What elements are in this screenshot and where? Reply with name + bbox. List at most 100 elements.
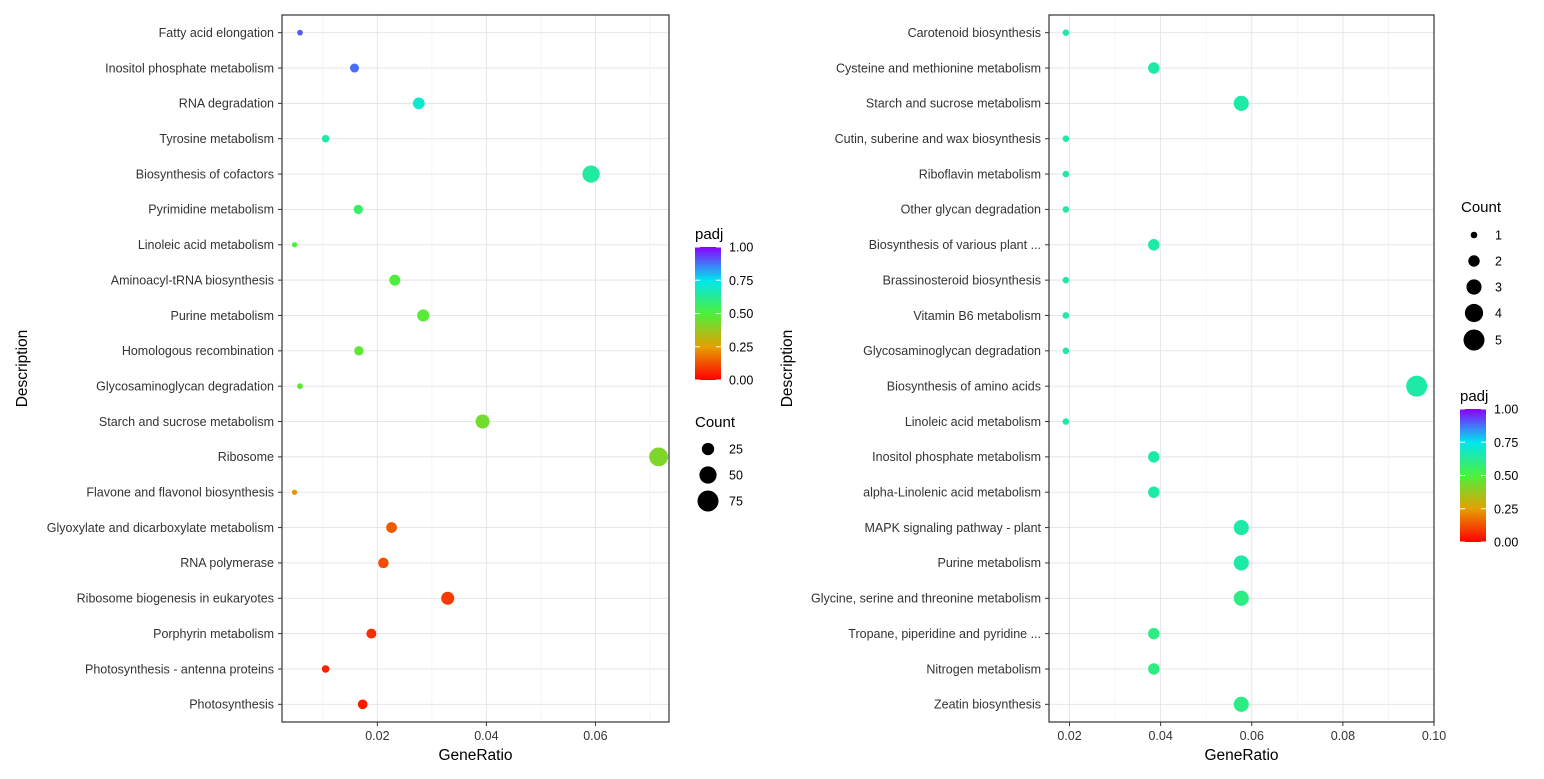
- colorbar-label: 1.00: [729, 241, 753, 255]
- size-legend-label: 50: [729, 469, 743, 483]
- data-point: [1062, 276, 1070, 284]
- data-point: [1062, 135, 1070, 143]
- y-tick-label: Biosynthesis of amino acids: [887, 379, 1041, 393]
- x-tick-label: 0.04: [1148, 729, 1172, 743]
- data-point: [475, 414, 490, 429]
- data-point: [297, 29, 303, 36]
- y-tick-label: Vitamin B6 metabolism: [913, 309, 1041, 323]
- x-tick-label: 0.08: [1331, 729, 1355, 743]
- y-tick-label: Inositol phosphate metabolism: [105, 61, 274, 75]
- x-tick-label: 0.04: [474, 729, 498, 743]
- y-tick-label: Starch and sucrose metabolism: [99, 415, 274, 429]
- y-tick-label: Fatty acid elongation: [159, 26, 274, 40]
- y-tick-label: RNA polymerase: [180, 556, 274, 570]
- x-tick-label: 0.02: [1057, 729, 1081, 743]
- y-tick-label: Glycosaminoglycan degradation: [863, 344, 1041, 358]
- y-axis-title: Description: [14, 330, 31, 408]
- y-tick-label: Ribosome: [218, 450, 274, 464]
- y-tick-label: Glycine, serine and threonine metabolism: [811, 592, 1041, 606]
- size-legend-key: [1464, 303, 1484, 323]
- y-tick-label: RNA degradation: [179, 97, 274, 111]
- y-tick-label: Zeatin biosynthesis: [934, 698, 1041, 712]
- data-point: [1148, 627, 1160, 640]
- x-tick-label: 0.06: [1240, 729, 1264, 743]
- y-axis-title: Description: [779, 330, 796, 408]
- size-legend-key: [1470, 231, 1478, 239]
- plot-panel-2: [1049, 15, 1434, 722]
- data-point: [291, 242, 298, 248]
- x-tick-label: 0.02: [365, 729, 389, 743]
- colorbar-label: 0.25: [1494, 502, 1518, 516]
- data-point: [1062, 206, 1070, 213]
- y-tick-label: Porphyrin metabolism: [153, 627, 274, 641]
- data-point: [1233, 95, 1249, 111]
- y-tick-label: MAPK signaling pathway - plant: [865, 521, 1042, 535]
- data-point: [1148, 486, 1160, 498]
- x-tick-label: 0.06: [583, 729, 607, 743]
- data-point: [1148, 239, 1160, 251]
- data-point: [649, 447, 669, 467]
- y-tick-label: Nitrogen metabolism: [926, 662, 1041, 676]
- data-point: [1148, 62, 1160, 74]
- size-legend-label: 1: [1495, 229, 1502, 243]
- data-point: [321, 665, 330, 673]
- data-point: [291, 489, 298, 495]
- colorbar-label: 0.50: [729, 307, 753, 321]
- data-point: [1148, 451, 1160, 463]
- size-legend-label: 2: [1495, 255, 1502, 269]
- data-point: [582, 165, 600, 183]
- y-tick-label: Tropane, piperidine and pyridine ...: [848, 627, 1041, 641]
- data-point: [297, 383, 303, 390]
- data-point: [1062, 347, 1070, 355]
- data-point: [378, 557, 389, 569]
- y-tick-label: Purine metabolism: [937, 556, 1041, 570]
- size-legend-key: [699, 466, 717, 484]
- data-point: [389, 274, 401, 286]
- y-tick-label: Tyrosine metabolism: [159, 132, 274, 146]
- colorbar-label: 0.50: [1494, 469, 1518, 483]
- data-point: [1148, 663, 1160, 675]
- size-legend-label: 3: [1495, 281, 1502, 295]
- y-tick-label: Biosynthesis of cofactors: [136, 167, 274, 181]
- y-tick-label: Homologous recombination: [122, 344, 274, 358]
- data-point: [386, 522, 397, 533]
- size-legend-label: 4: [1495, 307, 1502, 321]
- y-tick-label: Cysteine and methionine metabolism: [836, 61, 1041, 75]
- y-tick-label: Glyoxylate and dicarboxylate metabolism: [47, 521, 274, 535]
- data-point: [1062, 170, 1070, 178]
- data-point: [441, 591, 455, 605]
- y-tick-label: Purine metabolism: [170, 309, 274, 323]
- data-point: [1406, 375, 1428, 397]
- y-tick-label: Pyrimidine metabolism: [148, 203, 274, 217]
- y-tick-label: Other glycan degradation: [901, 203, 1041, 217]
- data-point: [412, 97, 425, 110]
- size-legend-key: [1463, 329, 1485, 351]
- y-tick-label: Brassinosteroid biosynthesis: [883, 273, 1041, 287]
- data-point: [1233, 696, 1249, 712]
- size-legend-key: [1466, 279, 1482, 295]
- data-point: [1233, 520, 1249, 536]
- data-point: [349, 63, 359, 73]
- size-legend-key: [697, 490, 719, 512]
- y-tick-label: Photosynthesis: [189, 698, 274, 712]
- colorbar-label: 0.00: [729, 374, 753, 388]
- colorbar-title: padj: [695, 226, 723, 243]
- size-legend-label: 25: [729, 443, 743, 457]
- size-legend-label: 5: [1495, 334, 1502, 348]
- data-point: [417, 309, 430, 322]
- plot-panel-1: [282, 15, 669, 722]
- colorbar-title: padj: [1460, 388, 1488, 405]
- size-legend-title: Count: [695, 414, 736, 431]
- y-tick-label: Starch and sucrose metabolism: [866, 97, 1041, 111]
- y-tick-label: Riboflavin metabolism: [919, 167, 1041, 181]
- y-tick-label: alpha-Linolenic acid metabolism: [863, 486, 1041, 500]
- data-point: [1062, 312, 1070, 319]
- y-tick-label: Inositol phosphate metabolism: [872, 450, 1041, 464]
- colorbar-label: 0.75: [729, 274, 753, 288]
- y-tick-label: Carotenoid biosynthesis: [908, 26, 1041, 40]
- y-tick-label: Flavone and flavonol biosynthesis: [86, 486, 274, 500]
- x-axis-title: GeneRatio: [1204, 747, 1278, 764]
- data-point: [353, 204, 363, 215]
- data-point: [1062, 29, 1070, 36]
- x-tick-label: 0.10: [1422, 729, 1446, 743]
